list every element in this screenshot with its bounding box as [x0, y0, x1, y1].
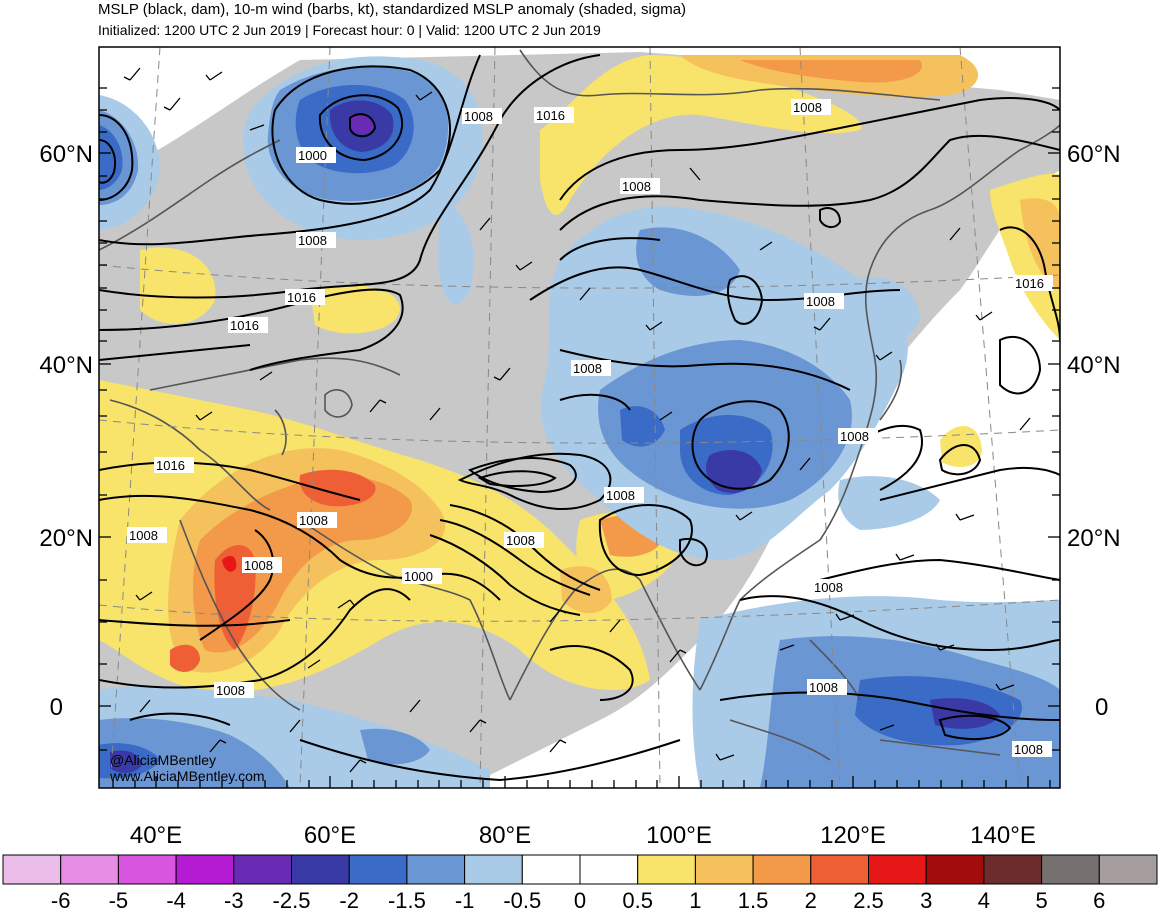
colorbar-tick-label: 2 — [805, 888, 817, 913]
colorbar-tick-label: 1 — [689, 888, 701, 913]
contour-label: 1008 — [840, 429, 869, 444]
colorbar-swatch — [752, 854, 812, 885]
colorbar-tick-label: 1.5 — [738, 888, 769, 913]
colorbar: -6 -5 -4 -3 -2.5 -2 -1.5 -1 -0.5 0 0.5 1 1.5 2 2.5 3 4 5 6 — [2, 854, 1158, 913]
contour-label: 1016 — [230, 318, 259, 333]
contour-label: 1008 — [129, 528, 158, 543]
colorbar-swatch — [1041, 854, 1100, 885]
colorbar-swatch — [521, 854, 581, 885]
map-subtitle: Initialized: 1200 UTC 2 Jun 2019 | Forec… — [98, 22, 601, 38]
colorbar-tick-label: 3 — [920, 888, 932, 913]
colorbar-tick-label: -1 — [455, 888, 475, 913]
colorbar-swatch — [868, 854, 927, 885]
contour-label: 1008 — [814, 580, 843, 595]
colorbar-swatch — [175, 854, 235, 885]
colorbar-swatch — [694, 854, 754, 885]
colorbar-swatch — [925, 854, 985, 885]
colorbar-swatch — [117, 854, 177, 885]
contour-label: 1008 — [299, 513, 328, 528]
colorbar-tick-label: -5 — [109, 888, 129, 913]
contour-label: 1008 — [573, 361, 602, 376]
colorbar-tick-label: 6 — [1093, 888, 1105, 913]
contour-label: 1016 — [156, 458, 185, 473]
lon-label: 60°E — [304, 822, 356, 849]
colorbar-tick-label: 5 — [1035, 888, 1047, 913]
colorbar-swatch — [2, 854, 62, 885]
colorbar-swatch — [983, 854, 1043, 885]
credit-handle: @AliciaMBentley — [110, 752, 217, 768]
contour-label: 1008 — [506, 533, 535, 548]
colorbar-swatch — [406, 854, 466, 885]
contour-label: 1008 — [216, 683, 245, 698]
map-plot-area: 1008 1016 1000 1008 1008 1016 1016 1016 … — [99, 47, 1060, 788]
map-frame — [98, 46, 1061, 789]
coastlines — [99, 49, 1060, 761]
colorbar-tick-label: 4 — [978, 888, 990, 913]
colorbar-tick-label: -1.5 — [388, 888, 426, 913]
contour-label: 1008 — [298, 233, 327, 248]
colorbar-tick-label: 0.5 — [622, 888, 653, 913]
colorbar-tick-label: -3 — [224, 888, 244, 913]
colorbar-swatch — [464, 854, 523, 885]
lat-label: 60°N — [39, 141, 93, 168]
contour-label: 1008 — [806, 294, 835, 309]
lat-label: 0 — [50, 694, 63, 721]
lat-label: 40°N — [39, 352, 93, 379]
contour-label: 1008 — [809, 680, 838, 695]
wind-barbs — [123, 67, 1031, 773]
colorbar-swatch — [1098, 854, 1158, 885]
axis-ticks — [99, 87, 1060, 788]
colorbar-tick-label: -4 — [166, 888, 186, 913]
lat-label: 60°N — [1067, 141, 1121, 168]
contour-label: 1016 — [287, 290, 316, 305]
contour-label: 1008 — [244, 558, 273, 573]
contour-label: 1016 — [1015, 276, 1044, 291]
lon-label: 40°E — [130, 822, 182, 849]
contour-label: 1008 — [793, 100, 822, 115]
colorbar-tick-label: -6 — [51, 888, 71, 913]
colorbar-tick-label: 0 — [574, 888, 586, 913]
lat-label: 20°N — [39, 525, 93, 552]
lon-label: 100°E — [646, 822, 712, 849]
contour-label: 1000 — [404, 569, 433, 584]
credit-website: www.AliciaMBentley.com — [110, 768, 265, 784]
contour-label: 1000 — [298, 148, 327, 163]
colorbar-swatch — [291, 854, 350, 885]
colorbar-swatch — [348, 854, 408, 885]
colorbar-tick-label: -0.5 — [503, 888, 541, 913]
lat-label: 0 — [1095, 694, 1108, 721]
latitude-labels-left: 60°N 40°N 20°N 0 — [39, 141, 93, 721]
mslp-contours — [99, 54, 1060, 782]
colorbar-swatch — [233, 854, 293, 885]
colorbar-swatch — [60, 854, 119, 885]
contour-label: 1008 — [606, 488, 635, 503]
colorbar-tick-label: 2.5 — [853, 888, 884, 913]
map-title: MSLP (black, dam), 10-m wind (barbs, kt)… — [98, 1, 687, 18]
contour-label: 1008 — [1014, 742, 1043, 757]
longitude-labels: 40°E 60°E 80°E 100°E 120°E 140°E — [130, 822, 1036, 849]
colorbar-swatch — [637, 854, 696, 885]
latitude-labels-right: 60°N 40°N 20°N 0 — [1067, 141, 1121, 721]
contour-label: 1008 — [622, 179, 651, 194]
lon-label: 140°E — [970, 822, 1036, 849]
colorbar-swatch — [810, 854, 869, 885]
contour-label: 1016 — [536, 108, 565, 123]
colorbar-tick-label: -2 — [339, 888, 359, 913]
lat-label: 40°N — [1067, 352, 1121, 379]
colorbar-swatch — [579, 854, 639, 885]
lon-label: 120°E — [820, 822, 886, 849]
lat-label: 20°N — [1067, 525, 1121, 552]
lon-label: 80°E — [479, 822, 531, 849]
contour-labels: 1008 1016 1000 1008 1008 1016 1016 1016 … — [127, 99, 1053, 757]
contour-label: 1008 — [464, 109, 493, 124]
colorbar-tick-label: -2.5 — [273, 888, 311, 913]
